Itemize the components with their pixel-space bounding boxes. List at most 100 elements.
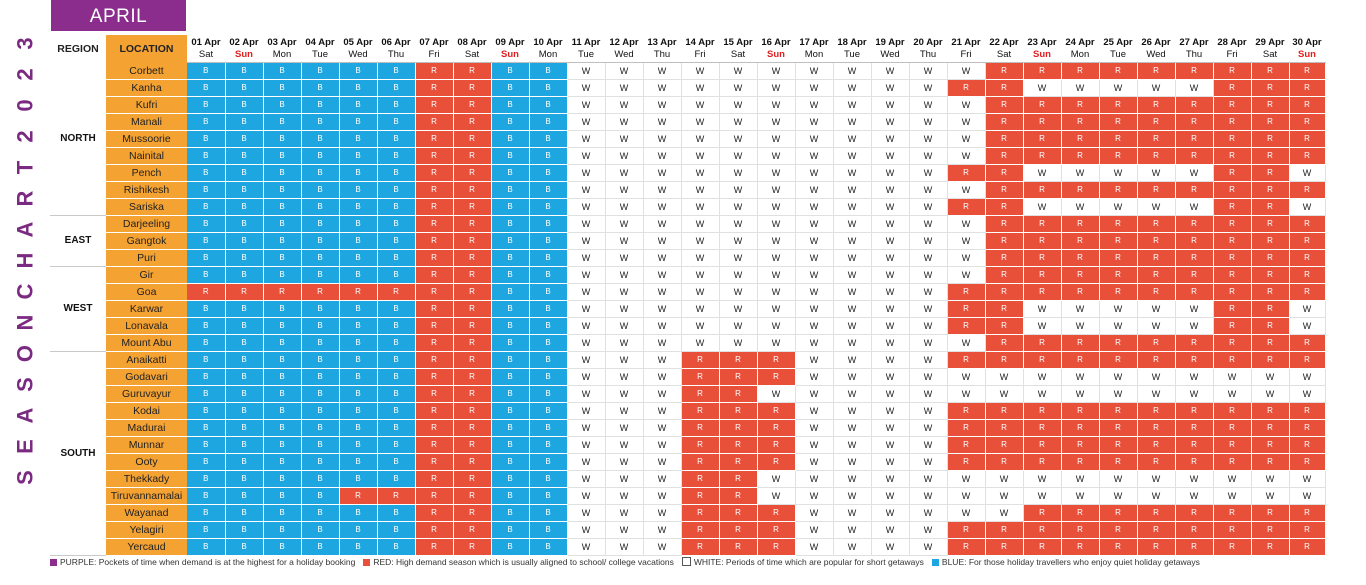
season-cell: W [909, 351, 948, 369]
season-cell: R [1137, 402, 1176, 420]
season-cell: R [415, 266, 454, 284]
season-cell: W [757, 113, 796, 131]
season-cell: R [1175, 521, 1214, 539]
season-cell: W [567, 470, 606, 488]
season-cell: B [187, 215, 226, 233]
season-cell: R [339, 487, 378, 505]
season-cell: R [415, 436, 454, 454]
season-cell: R [1023, 113, 1062, 131]
season-cell: W [795, 79, 834, 97]
location-row: EAST Darjeeling B B B B B B R R B B W W W W W W W W W W W R R R R R… [50, 215, 1326, 267]
season-cell: B [529, 419, 568, 437]
legend-item: PURPLE: Pockets of time when demand is a… [50, 557, 355, 567]
season-cell: R [1175, 96, 1214, 114]
season-cell: W [643, 130, 682, 148]
season-cell: R [719, 419, 758, 437]
season-cell: B [529, 487, 568, 505]
season-cell: W [795, 198, 834, 216]
day-header: 11 Apr Tue [567, 35, 605, 63]
season-cell: W [681, 96, 720, 114]
location-row: Madurai B B B B B B R R B B W W W R R R W W W W R R R R R R R R R R [50, 419, 1326, 437]
season-cell: R [1175, 436, 1214, 454]
season-cell: B [225, 470, 264, 488]
season-cell: R [453, 266, 492, 284]
season-cell: W [681, 113, 720, 131]
season-cell: W [1023, 164, 1062, 182]
season-cell: W [1289, 385, 1326, 403]
location-label: Darjeeling [106, 215, 187, 233]
season-cell: R [1099, 436, 1138, 454]
season-cell: R [1137, 266, 1176, 284]
season-cell: R [947, 79, 986, 97]
season-cell: W [757, 385, 796, 403]
season-cell: B [263, 436, 302, 454]
location-row: SOUTH Anaikatti B B B B B B R R B B W W W R R R W W W W R R R R R R… [50, 351, 1326, 556]
day-header: 15 Apr Sat [719, 35, 757, 63]
season-cell: W [1289, 368, 1326, 386]
season-cell: W [567, 453, 606, 471]
season-cell: W [567, 113, 606, 131]
season-cell: W [1099, 385, 1138, 403]
season-cell: R [719, 470, 758, 488]
season-cell: W [681, 283, 720, 301]
season-cell: R [1099, 113, 1138, 131]
season-cell: B [263, 470, 302, 488]
season-cell: R [947, 351, 986, 369]
season-cell: W [1289, 487, 1326, 505]
season-cell: B [339, 419, 378, 437]
season-cell: R [1289, 232, 1326, 250]
season-cell: R [301, 283, 340, 301]
season-cell: W [681, 317, 720, 335]
season-cell: W [871, 266, 910, 284]
season-cell: B [339, 504, 378, 522]
season-cell: R [1175, 113, 1214, 131]
season-cell: W [833, 504, 872, 522]
season-cell: R [1137, 181, 1176, 199]
season-cell: R [1023, 266, 1062, 284]
location-row: Karwar B B B B B B R R B B W W W W W W W W W W R R W W W W W R R W [50, 300, 1326, 318]
season-cell: W [833, 62, 872, 80]
legend-swatch [931, 559, 939, 566]
season-cell: R [681, 504, 720, 522]
season-cell: R [985, 419, 1024, 437]
season-cell: W [605, 266, 644, 284]
season-cell: R [1023, 181, 1062, 199]
season-cell: R [415, 351, 454, 369]
season-cell: W [1175, 487, 1214, 505]
season-cell: R [1289, 249, 1326, 267]
season-cell: R [453, 283, 492, 301]
season-cell: W [833, 147, 872, 165]
season-cell: R [757, 521, 796, 539]
season-cell: B [377, 266, 416, 284]
day-header: 01 Apr Sat [187, 35, 225, 63]
season-cell: R [1099, 351, 1138, 369]
season-cell: W [605, 198, 644, 216]
season-cell: W [1251, 470, 1290, 488]
season-cell: W [643, 334, 682, 352]
season-cell: B [529, 283, 568, 301]
season-cell: R [985, 266, 1024, 284]
season-cell: B [225, 113, 264, 131]
season-cell: R [1251, 130, 1290, 148]
season-cell: W [605, 317, 644, 335]
season-cell: W [567, 504, 606, 522]
season-cell: R [719, 402, 758, 420]
season-cell: R [947, 300, 986, 318]
season-cell: R [1023, 402, 1062, 420]
location-row: Mussoorie B B B B B B R R B B W W W W W W W W W W W R R R R R R R R R [50, 130, 1326, 148]
season-cell: R [1061, 249, 1100, 267]
day-header: 19 Apr Wed [871, 35, 909, 63]
season-cell: R [415, 300, 454, 318]
season-cell: R [757, 453, 796, 471]
season-cell: B [225, 504, 264, 522]
season-cell: B [187, 181, 226, 199]
season-cell: W [833, 249, 872, 267]
season-cell: R [985, 130, 1024, 148]
season-cell: W [909, 317, 948, 335]
season-cell: B [301, 351, 340, 369]
season-cell: W [567, 266, 606, 284]
season-cell: B [187, 385, 226, 403]
season-cell: W [1099, 317, 1138, 335]
season-cell: W [681, 181, 720, 199]
season-cell: R [453, 419, 492, 437]
